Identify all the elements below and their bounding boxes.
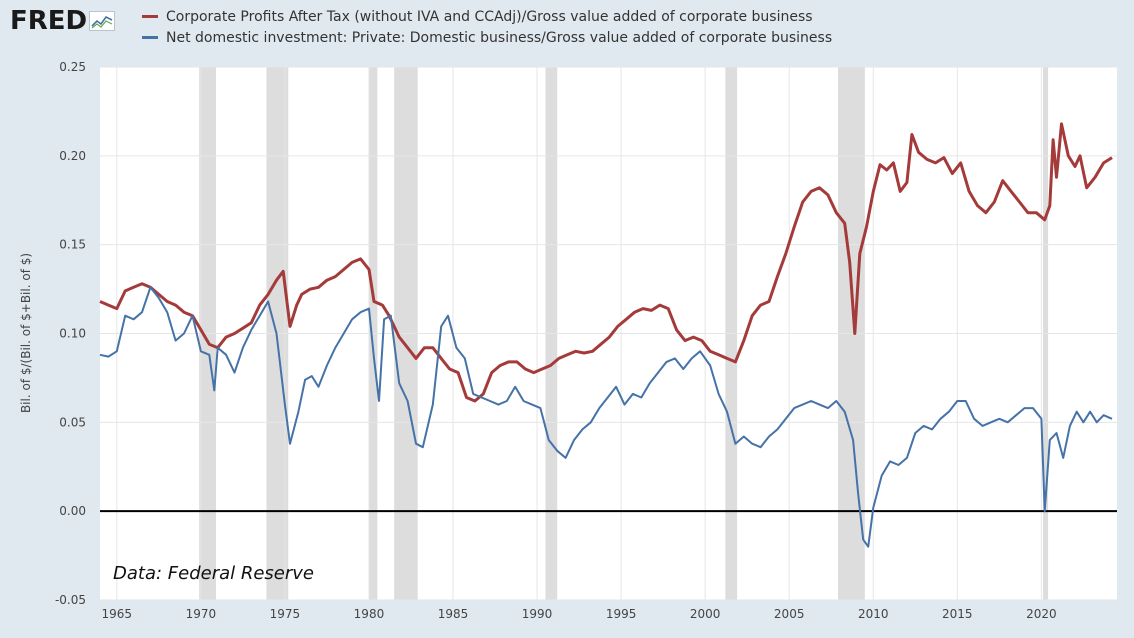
y-tick-label: 0.00 [59, 504, 86, 518]
fred-graph-icon [89, 11, 116, 31]
legend-label-investment: Net domestic investment: Private: Domest… [166, 29, 833, 46]
series-lines [99, 122, 1113, 548]
y-tick-label: 0.05 [59, 415, 86, 429]
legend-item-investment[interactable]: Net domestic investment: Private: Domest… [142, 27, 832, 48]
series-line-investment[interactable] [99, 286, 1113, 548]
x-tick-label: 1975 [270, 607, 301, 621]
x-tick-label: 1970 [186, 607, 217, 621]
x-tick-label: 1965 [102, 607, 133, 621]
y-axis-label: Bil. of $/(Bil. of $+Bil. of $) [19, 253, 33, 413]
fred-logo[interactable]: FRED [10, 4, 116, 38]
legend-swatch-profits [142, 15, 158, 18]
x-tick-label: 2015 [942, 607, 973, 621]
legend-swatch-investment [142, 36, 158, 39]
legend-item-profits[interactable]: Corporate Profits After Tax (without IVA… [142, 6, 832, 27]
legend-label-profits: Corporate Profits After Tax (without IVA… [166, 8, 813, 25]
x-tick-label: 2005 [774, 607, 805, 621]
x-tick-label: 2020 [1026, 607, 1057, 621]
x-tick-label: 1980 [354, 607, 385, 621]
x-tick-label: 1990 [522, 607, 553, 621]
x-tick-label: 2010 [858, 607, 889, 621]
chart-legend: Corporate Profits After Tax (without IVA… [142, 6, 832, 48]
x-tick-label: 2000 [690, 607, 721, 621]
y-tick-label: 0.25 [59, 60, 86, 74]
y-tick-label: 0.15 [59, 238, 86, 252]
y-tick-labels: 0.25 0.20 0.15 0.10 0.05 0.00 -0.05 [55, 60, 86, 607]
x-tick-label: 1985 [438, 607, 469, 621]
x-tick-label: 1995 [606, 607, 637, 621]
fred-wordmark: FRED [10, 6, 88, 36]
y-tick-label: 0.20 [59, 149, 86, 163]
x-tick-labels: 1965 1970 1975 1980 1985 1990 1995 2000 2005 2010… [102, 607, 1057, 621]
series-line-profits[interactable] [99, 122, 1113, 403]
data-source-note: Data: Federal Reserve [113, 563, 314, 584]
y-tick-label: 0.10 [59, 327, 86, 341]
y-tick-label: -0.05 [55, 593, 86, 607]
